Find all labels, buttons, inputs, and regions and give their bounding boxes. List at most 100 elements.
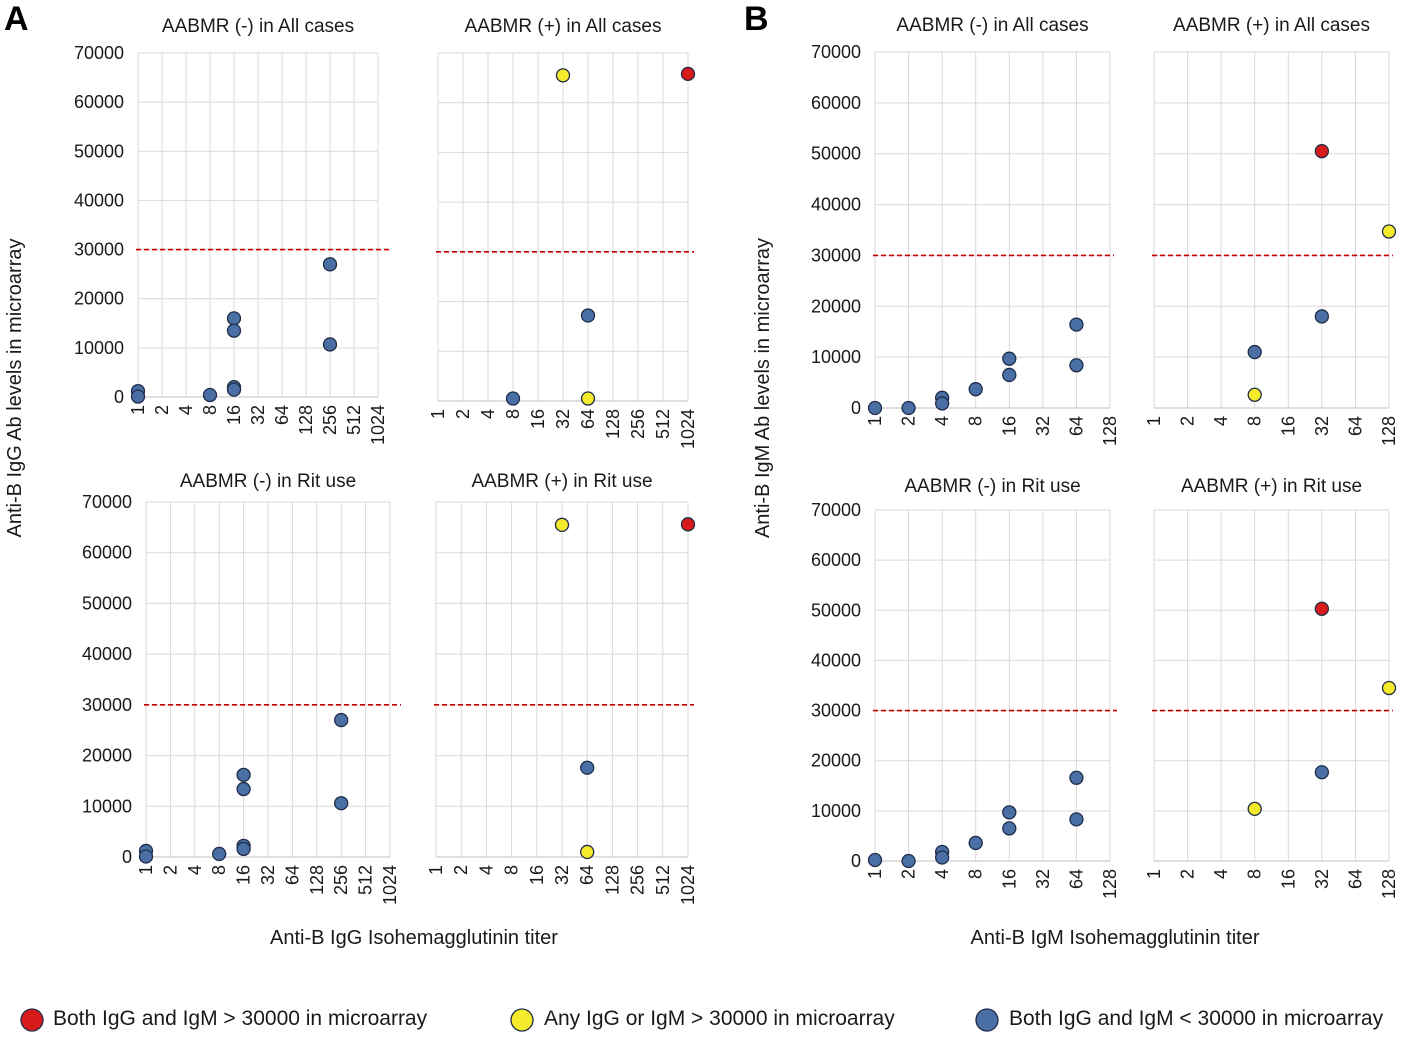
x-tick-label: 2 bbox=[899, 416, 919, 426]
y-tick-label: 20000 bbox=[74, 289, 124, 309]
x-tick-label: 64 bbox=[1066, 869, 1086, 889]
data-point bbox=[867, 400, 883, 416]
data-point bbox=[555, 68, 571, 83]
legend-label-both-over: Both IgG and IgM > 30000 in microarray bbox=[53, 1007, 428, 1030]
data-point bbox=[138, 849, 154, 864]
data-point bbox=[1069, 317, 1084, 332]
x-tick-label: 2 bbox=[1178, 869, 1198, 879]
chart-a3: 0 10000 20000 30000 40000 50000 60000 70000 1 2 4 8… bbox=[82, 471, 401, 905]
y-tick-label: 30000 bbox=[82, 695, 132, 715]
x-tick-label: 8 bbox=[200, 405, 220, 415]
data-point bbox=[1069, 358, 1084, 373]
y-tick-label: 30000 bbox=[811, 245, 861, 265]
x-tick-label: 32 bbox=[553, 409, 573, 429]
x-tick-label: 512 bbox=[653, 409, 673, 439]
x-tick-label: 4 bbox=[1211, 869, 1231, 879]
data-point bbox=[1002, 805, 1017, 820]
x-tick-label: 128 bbox=[307, 865, 327, 895]
data-point bbox=[236, 767, 251, 782]
x-tick-label: 16 bbox=[1278, 869, 1298, 889]
y-tick-label: 50000 bbox=[811, 144, 861, 164]
x-tick-label: 512 bbox=[356, 865, 376, 895]
data-point bbox=[226, 382, 242, 397]
y-tick-label: 20000 bbox=[811, 751, 861, 771]
x-tick-label: 8 bbox=[966, 869, 986, 879]
x-tick-label: 16 bbox=[527, 865, 547, 885]
x-tick-label: 128 bbox=[603, 409, 623, 439]
x-tick-label: 64 bbox=[1345, 416, 1365, 436]
data-point bbox=[867, 852, 883, 868]
x-tick-label: 16 bbox=[528, 409, 548, 429]
legend-label-any-over: Any IgG or IgM > 30000 in microarray bbox=[544, 1007, 895, 1030]
data-point bbox=[1002, 367, 1017, 383]
x-tick-label: 2 bbox=[899, 869, 919, 879]
data-point bbox=[236, 841, 251, 857]
chart-title: AABMR (-) in All cases bbox=[162, 16, 354, 37]
x-tick-label: 2 bbox=[160, 865, 180, 875]
y-tick-label: 20000 bbox=[82, 746, 132, 766]
x-tick-label: 8 bbox=[966, 416, 986, 426]
legend-label-both-under: Both IgG and IgM < 30000 in microarray bbox=[1009, 1007, 1384, 1030]
data-point bbox=[212, 846, 227, 862]
x-tick-label: 1024 bbox=[678, 865, 698, 905]
x-tick-label: 256 bbox=[628, 865, 648, 895]
y-tick-label: 30000 bbox=[74, 240, 124, 260]
chart-b3: 0 10000 20000 30000 40000 50000 60000 70000 1 2 4 8… bbox=[811, 476, 1120, 899]
x-tick-label: 16 bbox=[234, 865, 254, 885]
chart-title: AABMR (-) in Rit use bbox=[904, 476, 1080, 497]
data-point bbox=[968, 835, 983, 851]
chart-a4: 1 2 4 8 16 32 64 128 256 512 1024 AABMR (+) in Rit … bbox=[426, 471, 698, 905]
x-tick-label: 1 bbox=[128, 405, 148, 415]
data-point bbox=[130, 389, 146, 404]
y-tick-label: 60000 bbox=[74, 92, 124, 112]
data-point bbox=[580, 760, 595, 775]
panel-b-x-axis-label: Anti-B IgM Isohemagglutinin titer bbox=[970, 927, 1259, 949]
y-tick-label: 60000 bbox=[811, 93, 861, 113]
data-point bbox=[226, 323, 242, 338]
x-tick-label: 32 bbox=[1312, 416, 1332, 436]
legend-marker-any-over bbox=[510, 1008, 534, 1032]
data-point bbox=[580, 308, 596, 323]
data-point bbox=[1247, 387, 1262, 402]
x-tick-label: 256 bbox=[331, 865, 351, 895]
y-tick-label: 70000 bbox=[811, 500, 861, 520]
x-tick-label: 128 bbox=[602, 865, 622, 895]
data-point bbox=[580, 391, 596, 406]
x-tick-label: 32 bbox=[248, 405, 268, 425]
data-point bbox=[1314, 601, 1330, 616]
x-tick-label: 1024 bbox=[380, 865, 400, 905]
x-tick-label: 4 bbox=[932, 416, 952, 426]
y-tick-label: 70000 bbox=[82, 492, 132, 512]
data-point bbox=[680, 66, 696, 82]
x-tick-label: 4 bbox=[176, 405, 196, 415]
x-tick-label: 1 bbox=[426, 865, 446, 875]
y-tick-label: 50000 bbox=[82, 593, 132, 613]
x-tick-label: 32 bbox=[1033, 869, 1053, 889]
data-point bbox=[236, 781, 251, 797]
data-point bbox=[1069, 770, 1084, 785]
y-tick-label: 40000 bbox=[811, 650, 861, 670]
data-point bbox=[1247, 801, 1262, 817]
y-tick-label: 50000 bbox=[74, 141, 124, 161]
legend-marker-both-under bbox=[975, 1008, 999, 1032]
chart-b2: 1 2 4 8 16 32 64 128 AABMR (+) in All cases bbox=[1144, 15, 1399, 446]
x-tick-label: 4 bbox=[476, 865, 496, 875]
x-tick-label: 16 bbox=[999, 416, 1019, 436]
y-tick-label: 70000 bbox=[811, 42, 861, 62]
data-point bbox=[1381, 224, 1397, 239]
x-tick-label: 1024 bbox=[678, 409, 698, 449]
x-tick-label: 64 bbox=[578, 409, 598, 429]
x-tick-label: 128 bbox=[1100, 869, 1120, 899]
x-tick-label: 2 bbox=[453, 409, 473, 419]
data-point bbox=[322, 257, 338, 272]
x-tick-label: 16 bbox=[224, 405, 244, 425]
y-tick-label: 10000 bbox=[74, 338, 124, 358]
chart-title: AABMR (+) in All cases bbox=[465, 16, 662, 37]
data-point bbox=[1381, 680, 1397, 696]
x-tick-label: 8 bbox=[1245, 869, 1265, 879]
x-tick-label: 8 bbox=[503, 409, 523, 419]
y-tick-label: 50000 bbox=[811, 600, 861, 620]
x-tick-label: 256 bbox=[320, 405, 340, 435]
data-point bbox=[202, 387, 218, 403]
